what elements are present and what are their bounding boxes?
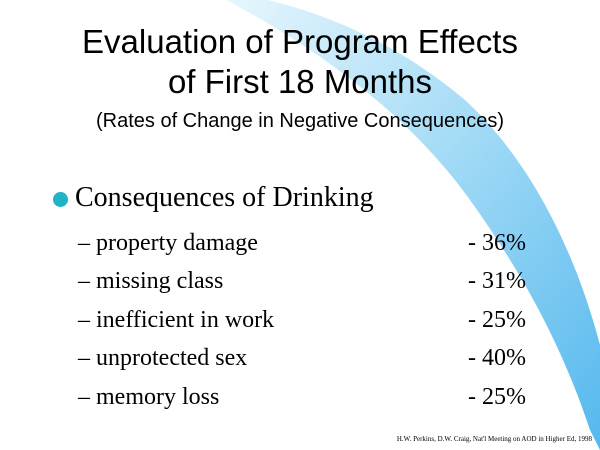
bullet-heading-text: Consequences of Drinking <box>75 182 374 213</box>
item-label: – missing class <box>78 268 224 295</box>
item-value: - 36% <box>468 229 526 256</box>
list-item: – unprotected sex - 40% <box>78 340 548 379</box>
bullet-heading: Consequences of Drinking <box>53 182 374 214</box>
item-value: - 25% <box>468 383 526 410</box>
item-label: – memory loss <box>78 383 220 410</box>
consequence-list: – property damage - 36% – missing class … <box>78 224 548 417</box>
item-value: - 40% <box>468 345 526 372</box>
list-item: – inefficient in work - 25% <box>78 301 548 340</box>
item-value: - 25% <box>468 306 526 333</box>
slide-title: Evaluation of Program Effects of First 1… <box>0 22 600 102</box>
title-line-1: Evaluation of Program Effects <box>82 23 518 60</box>
list-item: – missing class - 31% <box>78 263 548 302</box>
bullet-dot-icon <box>53 191 68 207</box>
title-line-2: of First 18 Months <box>167 63 433 100</box>
slide-subtitle: (Rates of Change in Negative Consequence… <box>95 110 505 132</box>
item-value: - 31% <box>468 268 526 295</box>
citation: H.W. Perkins, D.W. Craig, Nat'l Meeting … <box>396 435 592 443</box>
item-label: – property damage <box>78 229 258 256</box>
item-label: – unprotected sex <box>78 345 248 372</box>
list-item: – memory loss - 25% <box>78 378 548 417</box>
list-item: – property damage - 36% <box>78 224 548 263</box>
item-label: – inefficient in work <box>78 306 275 333</box>
